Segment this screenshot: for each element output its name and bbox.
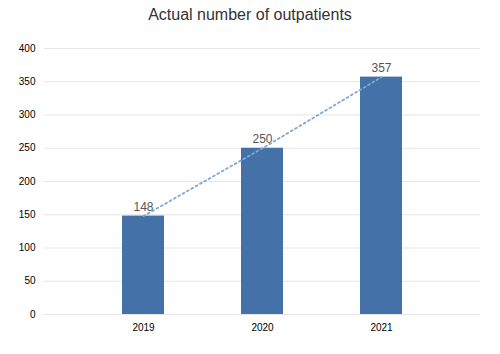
svg-text:150: 150 (19, 209, 36, 220)
svg-text:50: 50 (24, 275, 36, 286)
svg-text:100: 100 (19, 242, 36, 253)
svg-text:250: 250 (252, 132, 273, 147)
svg-text:2020: 2020 (251, 322, 274, 333)
svg-text:200: 200 (19, 176, 36, 187)
svg-text:250: 250 (19, 142, 36, 153)
html-text:Actual number of outpatients: Actual number of outpatients (148, 6, 352, 23)
svg-text:0: 0 (30, 309, 36, 320)
svg-text:2019: 2019 (132, 322, 155, 333)
svg-text:300: 300 (19, 109, 36, 120)
svg-text:350: 350 (19, 76, 36, 87)
svg-text:148: 148 (133, 200, 153, 214)
svg-text:2021: 2021 (370, 322, 393, 333)
svg-text:357: 357 (371, 61, 391, 75)
svg-text:400: 400 (19, 43, 36, 54)
